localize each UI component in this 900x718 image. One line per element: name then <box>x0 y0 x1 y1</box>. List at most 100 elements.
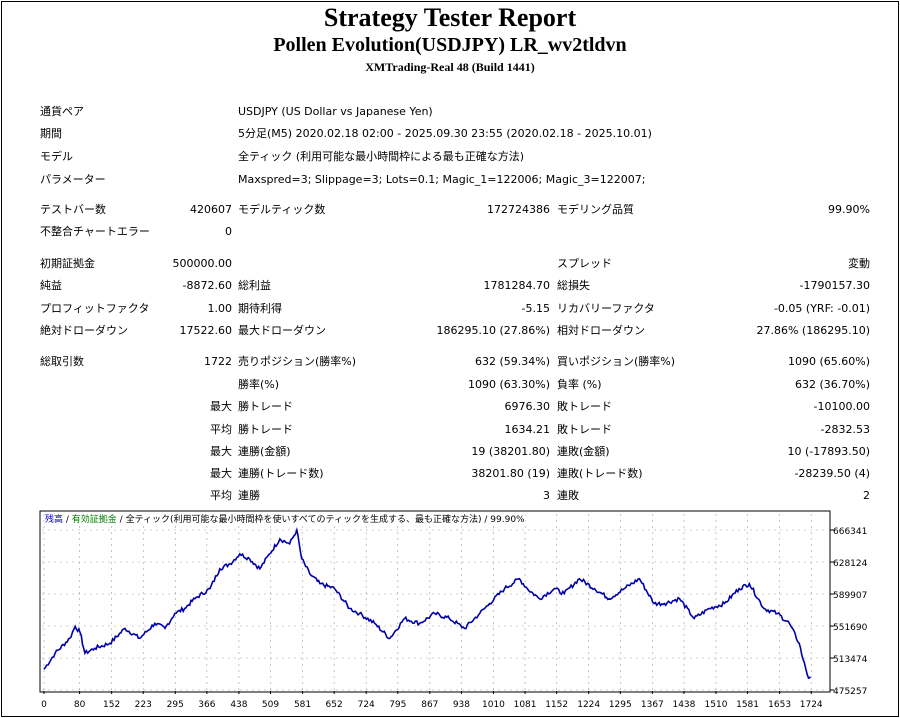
stat-value: 2 <box>863 489 870 502</box>
chart-border <box>39 510 831 693</box>
x-tick-label: 867 <box>421 700 438 710</box>
stat-row: 総取引数 1722 売りポジション(勝率%) 632 (59.34%) 買いポジション(… <box>0 352 900 372</box>
x-tick-label: 795 <box>389 700 406 710</box>
stat-label: 連敗(トレード数) <box>557 467 643 480</box>
stat-row: テストバー数 420607 モデルティック数 172724386 モデリング品質 99.9… <box>0 200 900 220</box>
x-tick-label: 438 <box>230 700 247 710</box>
x-tick-label: 1010 <box>482 700 505 710</box>
stat-label: スプレッド <box>557 257 612 270</box>
stat-value: 最大 <box>210 400 232 413</box>
x-tick-label: 152 <box>103 700 120 710</box>
stat-value: 632 (36.70%) <box>794 378 870 391</box>
x-tick-label: 938 <box>453 700 470 710</box>
stat-value: -2832.53 <box>820 423 870 436</box>
y-tick-label: 589907 <box>833 591 867 601</box>
stat-value: 27.86% (186295.10) <box>756 324 870 337</box>
x-tick-label: 652 <box>326 700 343 710</box>
x-tick-label: 366 <box>198 700 215 710</box>
stat-value: -0.05 (YRF: -0.01) <box>773 302 870 315</box>
stat-label: 最大ドローダウン <box>238 324 326 337</box>
balance-line <box>43 527 811 680</box>
stat-value: 1090 (65.60%) <box>787 355 870 368</box>
stat-row: 最大 連勝(金額) 19 (38201.80) 連敗(金額) 10 (-17893.50… <box>0 442 900 462</box>
stat-value: 186295.10 (27.86%) <box>436 324 550 337</box>
legend-model: 全ティック(利用可能な最小時間枠を使いすべてのティックを生成する、最も正確な方法… <box>125 515 482 525</box>
stat-label: モデルティック数 <box>238 203 326 216</box>
legend-sep: / <box>116 515 126 525</box>
stat-row: プロフィットファクタ 1.00 期待利得 -5.15 リカバリーファクタ -0.05 (Y… <box>0 299 900 319</box>
stat-label: 期待利得 <box>238 302 282 315</box>
x-tick-label: 581 <box>294 700 311 710</box>
info-value: 全ティック (利用可能な最小時間枠による最も正確な方法) <box>238 150 525 163</box>
stat-label: 絶対ドローダウン <box>40 324 128 337</box>
chart-legend: 残高 / 有効証拠金 / 全ティック(利用可能な最小時間枠を使いすべてのティック… <box>45 514 525 526</box>
stat-value: 1781284.70 <box>483 279 550 292</box>
x-tick-label: 1152 <box>545 700 568 710</box>
stat-row: 平均 連勝 3 連敗 2 <box>0 486 900 506</box>
stat-value: 平均 <box>210 423 232 436</box>
stat-value: 平均 <box>210 489 232 502</box>
x-tick-label: 0 <box>41 700 47 710</box>
stat-label: 総取引数 <box>40 355 84 368</box>
stat-value: 1722 <box>204 355 232 368</box>
stat-value: 1.00 <box>207 302 233 315</box>
stat-value: 6976.30 <box>504 400 551 413</box>
x-tick-label: 1081 <box>514 700 537 710</box>
legend-quality: 99.90% <box>490 515 525 525</box>
stat-row: 平均 勝トレード 1634.21 敗トレード -2832.53 <box>0 420 900 440</box>
stat-label: 敗トレード <box>557 400 612 413</box>
legend-equity: 有効証拠金 <box>71 515 117 525</box>
stat-value: -28239.50 (4) <box>794 467 870 480</box>
stat-label: テストバー数 <box>40 203 106 216</box>
stat-value: 1090 (63.30%) <box>467 378 550 391</box>
stat-value: 99.90% <box>828 203 870 216</box>
y-tick-label: 666341 <box>833 527 867 537</box>
stat-value: 172724386 <box>487 203 550 216</box>
info-row: 通貨ペア USDJPY (US Dollar vs Japanese Yen) <box>0 102 900 122</box>
stat-label: 純益 <box>40 279 62 292</box>
stat-label: 勝率(%) <box>238 378 280 391</box>
stat-value: 632 (59.34%) <box>474 355 550 368</box>
stat-label: 勝トレード <box>238 423 293 436</box>
stat-value: 最大 <box>210 445 232 458</box>
stat-value: -1790157.30 <box>799 279 870 292</box>
info-label: 期間 <box>40 127 62 140</box>
stat-value: 変動 <box>848 257 870 270</box>
stat-value: -5.15 <box>521 302 550 315</box>
stat-label: 買いポジション(勝率%) <box>557 355 676 368</box>
x-tick-label: 1224 <box>577 700 600 710</box>
x-tick-label: 1295 <box>609 700 632 710</box>
stat-row: 最大 勝トレード 6976.30 敗トレード -10100.00 <box>0 397 900 417</box>
stat-label: モデリング品質 <box>557 203 634 216</box>
info-label: モデル <box>40 150 73 163</box>
y-tick-label: 513474 <box>833 655 868 665</box>
stat-value: 最大 <box>210 467 232 480</box>
stat-label: 連敗 <box>557 489 579 502</box>
stat-label: リカバリーファクタ <box>557 302 655 315</box>
x-tick-label: 1581 <box>736 700 759 710</box>
stat-label: 連敗(金額) <box>557 445 610 458</box>
x-tick-label: 1438 <box>672 700 695 710</box>
x-tick-label: 295 <box>167 700 184 710</box>
expert-name: Pollen Evolution(USDJPY) LR_wv2tldvn <box>273 34 627 56</box>
stat-label: 負率 (%) <box>557 378 602 391</box>
info-row: パラメーター Maxspred=3; Slippage=3; Lots=0.1; … <box>0 170 900 190</box>
stat-row: 絶対ドローダウン 17522.60 最大ドローダウン 186295.10 (27.86… <box>0 321 900 341</box>
legend-sep: / <box>481 515 491 525</box>
legend-sep: / <box>63 515 72 525</box>
stat-row: 不整合チャートエラー 0 <box>0 222 900 242</box>
stat-value: 1634.21 <box>504 423 551 436</box>
report-title: Strategy Tester Report <box>323 3 577 32</box>
stat-value: 3 <box>543 489 550 502</box>
stat-label: 総損失 <box>557 279 590 292</box>
x-tick-label: 724 <box>358 700 375 710</box>
x-tick-label: 80 <box>74 700 86 710</box>
info-label: パラメーター <box>40 173 106 186</box>
y-tick-label: 628124 <box>833 559 868 569</box>
stat-label: 連勝(金額) <box>238 445 291 458</box>
stat-row: 初期証拠金 500000.00 スプレッド 変動 <box>0 254 900 274</box>
stat-value: 500000.00 <box>172 257 233 270</box>
info-label: 通貨ペア <box>40 105 84 118</box>
stat-value: 10 (-17893.50) <box>787 445 870 458</box>
